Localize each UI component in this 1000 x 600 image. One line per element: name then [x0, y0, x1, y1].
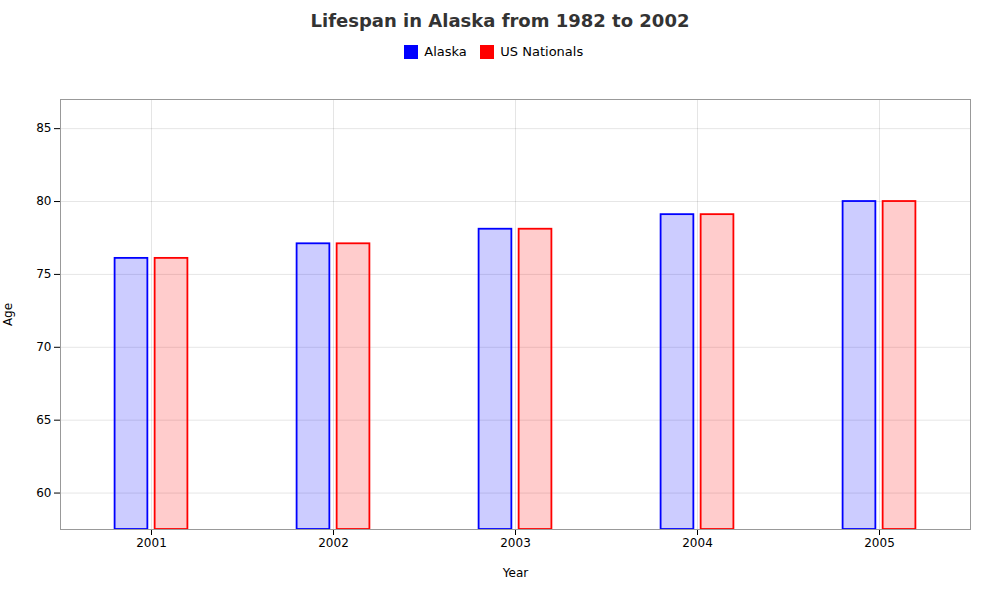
svg-text:85: 85 [36, 121, 51, 135]
svg-text:75: 75 [36, 267, 51, 281]
html-text:Lifespan in Alaska from 1982 t: Lifespan in Alaska from 1982 to 2002 [310, 10, 690, 31]
svg-text:2004: 2004 [682, 536, 713, 550]
html-text:Alaska: Alaska [424, 44, 467, 59]
html-text:US Nationals: US Nationals [500, 44, 584, 59]
svg-text:65: 65 [36, 413, 51, 427]
svg-text:Age: Age [1, 302, 15, 325]
svg-text:2001: 2001 [136, 536, 167, 550]
svg-text:80: 80 [36, 194, 51, 208]
svg-text:2005: 2005 [864, 536, 895, 550]
svg-text:2003: 2003 [500, 536, 531, 550]
svg-text:70: 70 [36, 340, 51, 354]
svg-text:Year: Year [502, 565, 528, 579]
svg-text:2002: 2002 [318, 536, 349, 550]
svg-text:60: 60 [36, 485, 51, 499]
